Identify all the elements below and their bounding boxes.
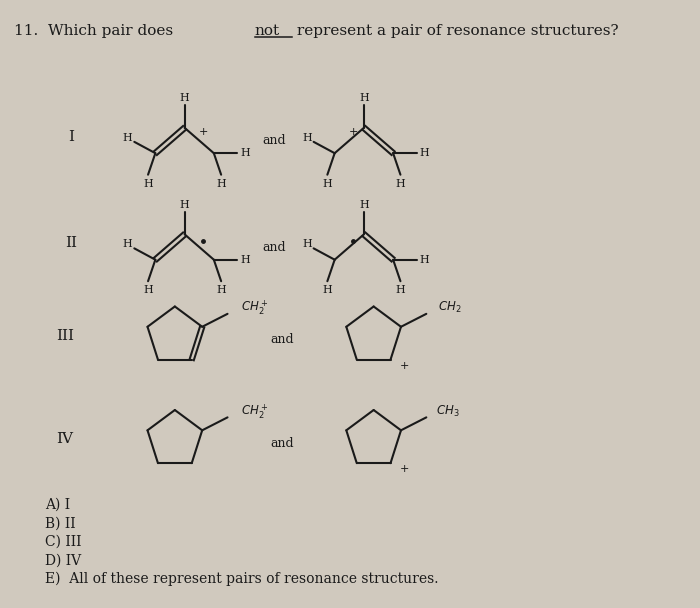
Text: H: H: [302, 133, 312, 143]
Text: C) III: C) III: [46, 535, 82, 549]
Text: H: H: [144, 179, 153, 188]
Text: E)  All of these represent pairs of resonance structures.: E) All of these represent pairs of reson…: [46, 572, 439, 586]
Text: +: +: [400, 361, 409, 371]
Text: H: H: [180, 200, 190, 210]
Text: +: +: [400, 464, 409, 474]
Text: +: +: [198, 126, 208, 137]
Text: H: H: [359, 200, 369, 210]
Text: H: H: [419, 255, 429, 264]
Text: H: H: [122, 133, 132, 143]
Text: H: H: [144, 285, 153, 295]
Text: H: H: [180, 94, 190, 103]
Text: not: not: [255, 24, 280, 38]
Text: H: H: [419, 148, 429, 158]
Text: H: H: [323, 285, 332, 295]
Text: $CH_2^+$: $CH_2^+$: [241, 299, 269, 317]
Text: and: and: [270, 333, 294, 347]
Text: D) IV: D) IV: [46, 553, 81, 567]
Text: represent a pair of resonance structures?: represent a pair of resonance structures…: [292, 24, 618, 38]
Text: H: H: [395, 179, 405, 188]
Text: IV: IV: [56, 432, 74, 446]
Text: H: H: [359, 94, 369, 103]
Text: I: I: [69, 130, 75, 143]
Text: H: H: [323, 179, 332, 188]
Text: II: II: [66, 237, 78, 250]
Text: H: H: [216, 179, 226, 188]
Text: $CH_2^+$: $CH_2^+$: [241, 402, 269, 421]
Text: and: and: [262, 134, 286, 147]
Text: H: H: [302, 240, 312, 249]
Text: $CH_3$: $CH_3$: [436, 404, 460, 419]
Text: and: and: [262, 241, 286, 254]
Text: H: H: [395, 285, 405, 295]
Text: H: H: [216, 285, 226, 295]
Text: A) I: A) I: [46, 498, 71, 512]
Text: H: H: [240, 255, 250, 264]
Text: $CH_2$: $CH_2$: [438, 300, 461, 316]
Text: III: III: [56, 329, 74, 343]
Text: H: H: [240, 148, 250, 158]
Text: 11.  Which pair does: 11. Which pair does: [14, 24, 178, 38]
Text: B) II: B) II: [46, 516, 76, 531]
Text: +: +: [349, 126, 358, 137]
Text: H: H: [122, 240, 132, 249]
Text: and: and: [270, 437, 294, 450]
